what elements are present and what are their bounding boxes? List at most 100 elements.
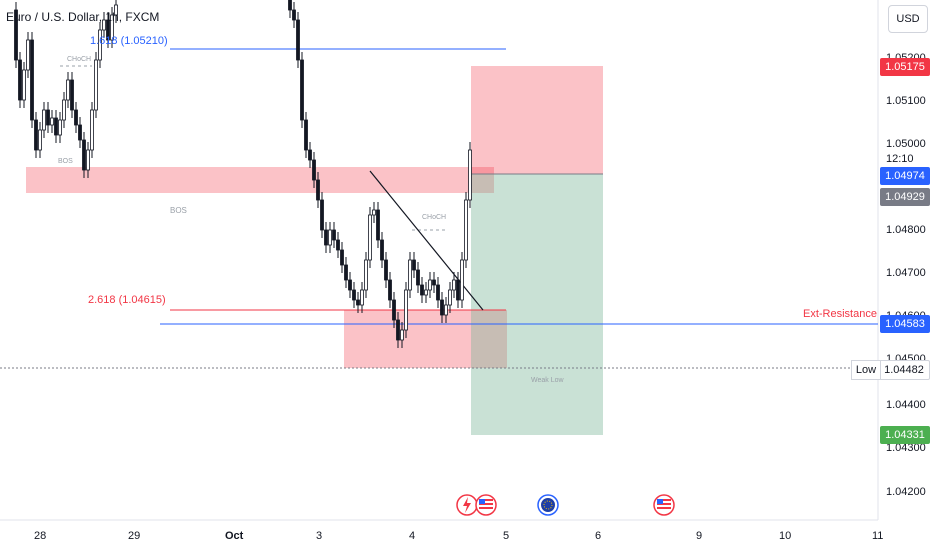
candle-body [296,19,300,61]
candle-body [364,259,368,291]
candle-body [380,239,384,261]
candlestick-series [14,0,472,348]
price-tick: 1.05100 [886,95,926,107]
price-tick: 1.05000 [886,138,926,150]
candle-body [392,299,396,321]
us-flag-icon[interactable] [653,494,675,516]
supply-zone [26,167,494,193]
candle-body [456,279,460,301]
price-tick: 1.04200 [886,486,926,498]
candle-body [464,199,468,261]
candle-body [50,117,54,126]
candle-body [404,289,408,331]
fib-bottom-label: 2.618 (1.04615) [88,294,166,306]
candle-body [440,299,444,316]
short-position-stop-zone [471,66,603,174]
current-price-tag: 1.04974 [880,167,930,185]
bos-small-label: BOS [58,158,73,165]
currency-button[interactable]: USD [888,5,928,33]
candle-body [22,69,26,101]
bos-zone-label: BOS [170,206,187,215]
event-icon-1[interactable] [456,494,478,516]
candle-body [70,79,74,111]
candle-body [30,39,34,121]
candle-body [292,9,296,21]
price-tick: 1.04700 [886,267,926,279]
short-position-target-zone [471,174,603,435]
candle-body [396,319,400,341]
candle-body [420,284,424,296]
candle-body [98,29,102,61]
candle-body [94,59,98,111]
time-axis[interactable]: 28 29 Oct 3 4 5 6 9 10 11 [34,530,883,542]
candle-body [18,59,22,101]
time-tick: 29 [128,530,140,542]
candle-body [38,129,42,151]
candle-body [114,4,118,16]
candle-body [360,289,364,306]
candle-body [82,139,86,171]
fib-top-label: 1.618 (1.05210) [90,35,168,47]
candle-body [448,289,452,306]
time-tick: Oct [225,530,244,542]
candle-body [110,14,114,41]
candle-body [320,199,324,231]
candle-body [46,109,50,126]
ext-resistance-label: Ext-Resistance [803,308,877,320]
candle-body [372,209,376,216]
low-price-tag: 1.04482 [878,360,930,380]
candle-body [408,259,412,291]
candle-body [460,259,464,301]
candle-body [86,149,90,171]
candle-body [34,119,38,151]
candle-body [432,279,436,286]
time-tick: 6 [595,530,601,542]
candle-body [328,229,332,246]
us-flag-icon[interactable] [475,494,497,516]
candle-body [400,329,404,341]
countdown-text: 12:10 [886,153,914,165]
low-label: Low [851,360,881,380]
demand-zone [344,310,507,368]
candle-body [332,229,336,241]
candle-body [428,279,432,291]
time-tick: 3 [316,530,322,542]
descending-trendline[interactable] [369,170,484,311]
candle-body [66,79,70,101]
candle-body [376,209,380,241]
candle-body [356,299,360,306]
candle-body [54,117,58,136]
price-tick: 1.04300 [886,442,926,454]
time-tick: 9 [696,530,702,542]
candle-body [102,19,106,31]
candle-body [78,124,82,141]
candle-body [26,39,30,71]
candle-body [416,269,420,286]
candle-body [90,109,94,151]
candle-body [42,109,46,131]
entry-price-tag: 1.04929 [880,188,930,206]
candle-body [424,289,428,296]
candle-body [388,279,392,301]
time-tick: 5 [503,530,509,542]
eu-flag-icon[interactable] [537,494,559,516]
candle-body [316,179,320,201]
candle-body [288,0,292,11]
price-tick: 1.04800 [886,224,926,236]
time-tick: 10 [779,530,791,542]
candle-body [312,159,316,181]
ext-resistance-price-tag: 1.04583 [880,315,930,333]
tp-price-tag: 1.05175 [880,58,930,76]
candle-body [304,119,308,151]
time-tick: 11 [872,530,883,542]
candle-body [14,9,18,61]
candle-body [106,19,110,41]
choch-right-label: CHoCH [422,214,446,221]
candle-body [368,214,372,261]
time-tick: 28 [34,530,46,542]
symbol-title[interactable]: Euro / U.S. Dollar, 1h, FXCM [6,10,160,24]
candle-body [468,149,472,201]
time-tick: 4 [409,530,415,542]
candle-body [62,99,66,121]
